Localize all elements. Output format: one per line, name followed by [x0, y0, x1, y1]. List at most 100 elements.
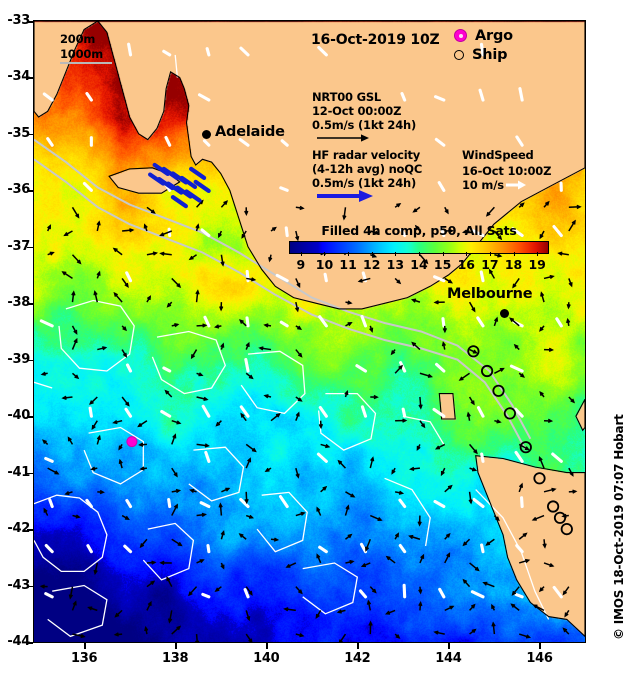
current-vector-head — [190, 354, 196, 360]
current-vector — [343, 207, 347, 219]
wind-vector — [88, 406, 93, 418]
current-vector-head — [576, 204, 582, 210]
x-tickmark — [175, 643, 177, 649]
wind-vector — [239, 497, 250, 509]
current-vector-head — [41, 439, 47, 444]
bathymetry-contour — [34, 138, 532, 440]
wind-vector — [439, 226, 446, 238]
current-vector-head — [539, 391, 544, 396]
wind-vector — [160, 409, 172, 418]
current-vector-head — [569, 471, 574, 477]
current-vector-head — [63, 231, 69, 237]
wind-vector — [44, 456, 54, 463]
current-vector-head — [316, 553, 321, 559]
wind-vector — [203, 315, 211, 328]
bathymetry-contour — [151, 330, 227, 395]
current-vector — [386, 556, 396, 564]
wind-vector — [162, 366, 172, 373]
wind-vector — [472, 497, 485, 509]
colorbar-tick-19: 19 — [528, 257, 546, 272]
current-vector-head — [113, 632, 119, 637]
current-vector — [469, 562, 479, 571]
current-vector-head — [566, 304, 571, 310]
wind-vector — [480, 452, 485, 463]
current-vector — [195, 290, 199, 303]
current-vector-head — [509, 317, 515, 322]
colorbar: Filled 4h comp, p50, All Sats 9 10 11 12 13 1… — [289, 223, 549, 272]
current-vector-head — [458, 376, 464, 381]
current-vector-head — [391, 469, 396, 475]
current-vector — [509, 317, 520, 327]
current-vector-head — [564, 612, 569, 618]
current-vector-head — [166, 302, 172, 308]
current-vector — [71, 291, 75, 303]
y-tickmark — [27, 133, 33, 136]
map-overlay — [34, 21, 585, 642]
wind-vector — [204, 450, 211, 463]
wind-vector — [275, 273, 289, 283]
current-vector-head — [496, 419, 502, 424]
ship-position-marker — [480, 364, 494, 378]
wind-vector — [206, 543, 211, 554]
y-tick--38: -38 — [7, 295, 30, 311]
map-title: 16-Oct-2019 10Z — [311, 32, 440, 48]
current-vector-head — [75, 514, 81, 519]
current-vector-head — [418, 404, 423, 410]
hf-radar-vector — [189, 166, 207, 181]
legend-label-ship: Ship — [472, 46, 508, 63]
current-vector-head — [174, 323, 180, 328]
y-tickmark — [27, 190, 33, 192]
wind-vector — [48, 498, 54, 509]
current-vector-head — [482, 581, 488, 586]
current-vector-head — [347, 322, 353, 327]
wind-vector — [476, 316, 485, 328]
map-plot-area[interactable]: 200m 1000m 16-Oct-2019 10Z Argo Ship NRT… — [33, 20, 586, 643]
current-vector — [72, 633, 85, 638]
current-vector — [171, 277, 181, 288]
current-vector-head — [297, 325, 303, 330]
current-vector-head — [271, 226, 277, 232]
wind-vector — [355, 364, 368, 373]
current-vector-head — [545, 200, 550, 206]
current-vector-head — [240, 412, 245, 418]
current-vector-head — [396, 202, 402, 208]
current-vector — [512, 586, 520, 596]
city-label-melbourne: Melbourne — [447, 286, 533, 302]
wind-vector — [433, 275, 446, 283]
current-vector-head — [434, 445, 441, 450]
current-vector — [62, 271, 73, 280]
current-vector-head — [414, 224, 420, 230]
wind-vector — [360, 314, 368, 328]
current-vector-head — [470, 400, 475, 406]
current-vector — [195, 634, 199, 642]
current-vector-head — [446, 552, 451, 558]
current-vector-head — [251, 447, 257, 453]
city-dot-adelaide — [202, 130, 211, 139]
current-vector-head — [246, 616, 251, 622]
colorbar-tick-12: 12 — [363, 257, 381, 272]
wind-vector — [201, 404, 211, 418]
current-vector — [533, 604, 545, 612]
current-vector-head — [283, 607, 289, 612]
y-tickmark — [27, 585, 33, 588]
colorbar-tick-14: 14 — [410, 257, 428, 272]
colorbar-tickmark — [513, 252, 515, 256]
current-vector-head — [512, 283, 517, 289]
gsl-line-3: 0.5m/s (1kt 24h) — [312, 118, 417, 132]
current-vector-head — [54, 470, 60, 475]
current-vector-head — [562, 590, 568, 596]
current-vector-head — [472, 349, 478, 354]
x-tickmark — [357, 643, 359, 649]
current-vector-head — [112, 247, 118, 253]
current-vector-head — [275, 412, 281, 418]
current-vector — [369, 514, 382, 521]
coastline — [438, 393, 456, 420]
y-tick--43: -43 — [7, 577, 30, 593]
current-vector-head — [61, 271, 67, 276]
current-vector-head — [80, 633, 86, 639]
colorbar-tickmark — [348, 252, 350, 256]
current-vector-head — [433, 300, 439, 305]
current-vector-head — [315, 613, 320, 620]
current-vector-head — [75, 213, 80, 219]
y-tick--41: -41 — [7, 464, 30, 480]
